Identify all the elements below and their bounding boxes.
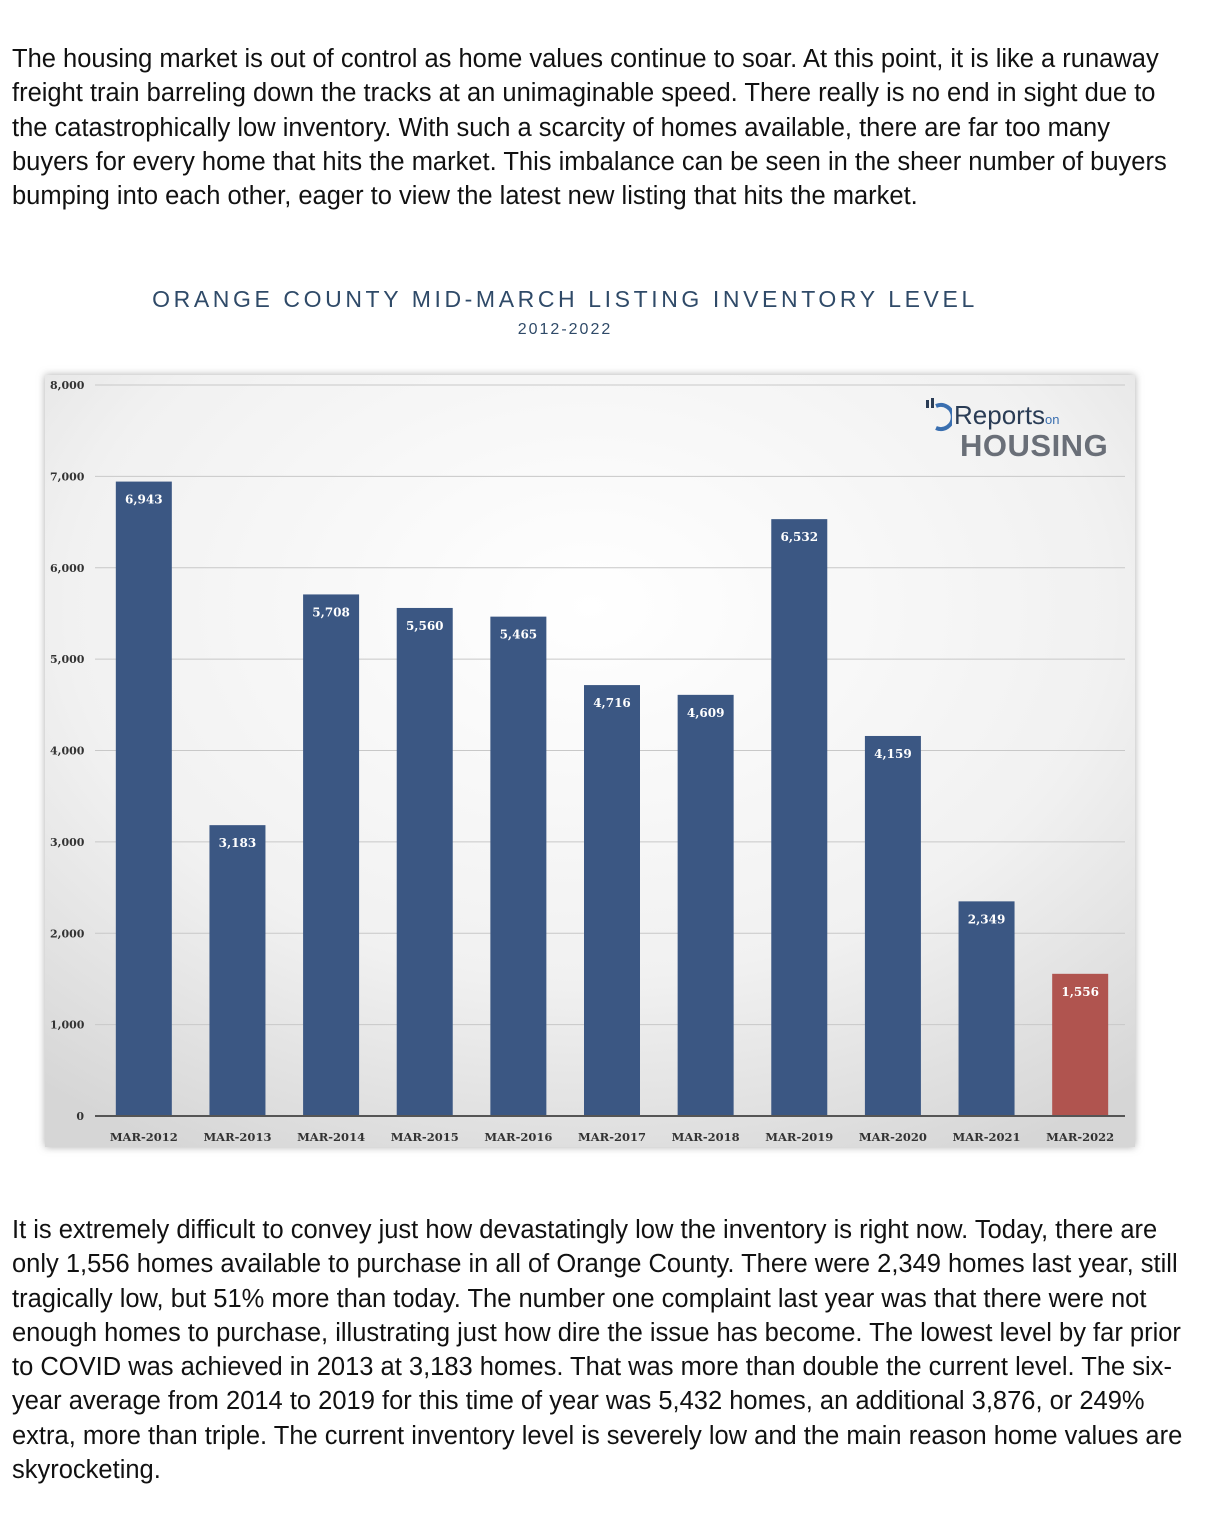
bar-mar-2014: [303, 594, 360, 1116]
x-tick-label: MAR-2019: [765, 1130, 833, 1144]
y-tick-label: 0: [76, 1110, 84, 1123]
y-tick-label: 3,000: [50, 836, 85, 849]
y-tick-label: 4,000: [50, 745, 85, 758]
key-logo-icon: [926, 398, 952, 431]
bar-mar-2017: [584, 685, 640, 1116]
bar-value-label: 3,183: [219, 836, 257, 850]
analysis-paragraph: It is extremely difficult to convey just…: [12, 1216, 1183, 1485]
bar-mar-2020: [864, 735, 921, 1116]
y-tick-label: 7,000: [50, 470, 85, 483]
bar-value-label: 4,609: [687, 706, 725, 720]
chart-title: ORANGE COUNTY MID-MARCH LISTING INVENTOR…: [152, 286, 978, 312]
bar-chart: 0 1,000 2,000 3,000 4,000 5,000 6,000 7,000 8,00…: [45, 375, 1135, 1147]
bar-value-label: 5,465: [500, 628, 538, 642]
y-tick-label: 5,000: [50, 653, 85, 666]
bar-mar-2022: [1052, 973, 1109, 1116]
bar-mar-2019: [771, 519, 828, 1116]
bar-mar-2013: [209, 825, 266, 1116]
data-labels: 6,943 3,183 5,708 5,560 5,465 4,716 4,609 6,532…: [125, 493, 1099, 999]
bar-value-label: 1,556: [1061, 985, 1099, 999]
x-tick-label: MAR-2017: [578, 1130, 646, 1144]
y-tick-label: 8,000: [50, 379, 85, 392]
chart-subtitle: 2012-2022: [517, 321, 613, 338]
bar-value-label: 4,716: [593, 696, 631, 710]
bar-mar-2016: [490, 616, 547, 1116]
x-axis-ticks: MAR-2012 MAR-2013 MAR-2014 MAR-2015 MAR-2016…: [110, 1130, 1114, 1144]
y-tick-label: 2,000: [50, 927, 85, 940]
intro-paragraph: The housing market is out of control as …: [12, 45, 1167, 211]
reports-on-housing-logo: Reportson HOUSING: [918, 394, 1118, 466]
y-tick-label: 1,000: [50, 1019, 85, 1032]
x-tick-label: MAR-2021: [953, 1130, 1021, 1144]
bar-value-label: 5,708: [312, 605, 350, 619]
y-axis-ticks: 0 1,000 2,000 3,000 4,000 5,000 6,000 7,000 8,00…: [50, 379, 85, 1123]
bar-value-label: 6,532: [780, 530, 818, 544]
bar-value-label: 2,349: [968, 912, 1006, 926]
x-tick-label: MAR-2013: [203, 1130, 271, 1144]
bar-value-label: 5,560: [406, 619, 444, 633]
x-tick-label: MAR-2016: [484, 1130, 552, 1144]
bar-mar-2021: [958, 901, 1015, 1116]
y-tick-label: 6,000: [50, 562, 85, 575]
bar-value-label: 6,943: [125, 493, 163, 507]
x-tick-label: MAR-2012: [110, 1130, 178, 1144]
x-tick-label: MAR-2018: [672, 1130, 740, 1144]
bar-mar-2018: [677, 694, 734, 1116]
logo-line1: Reportson: [954, 400, 1060, 430]
logo-line2: HOUSING: [960, 428, 1109, 463]
x-tick-label: MAR-2015: [391, 1130, 459, 1144]
x-tick-label: MAR-2022: [1046, 1130, 1114, 1144]
bar-mar-2012: [115, 481, 172, 1116]
bar-mar-2015: [396, 607, 453, 1116]
x-tick-label: MAR-2014: [297, 1130, 365, 1144]
bars: [115, 481, 1109, 1116]
x-tick-label: MAR-2020: [859, 1130, 927, 1144]
bar-value-label: 4,159: [874, 747, 912, 761]
